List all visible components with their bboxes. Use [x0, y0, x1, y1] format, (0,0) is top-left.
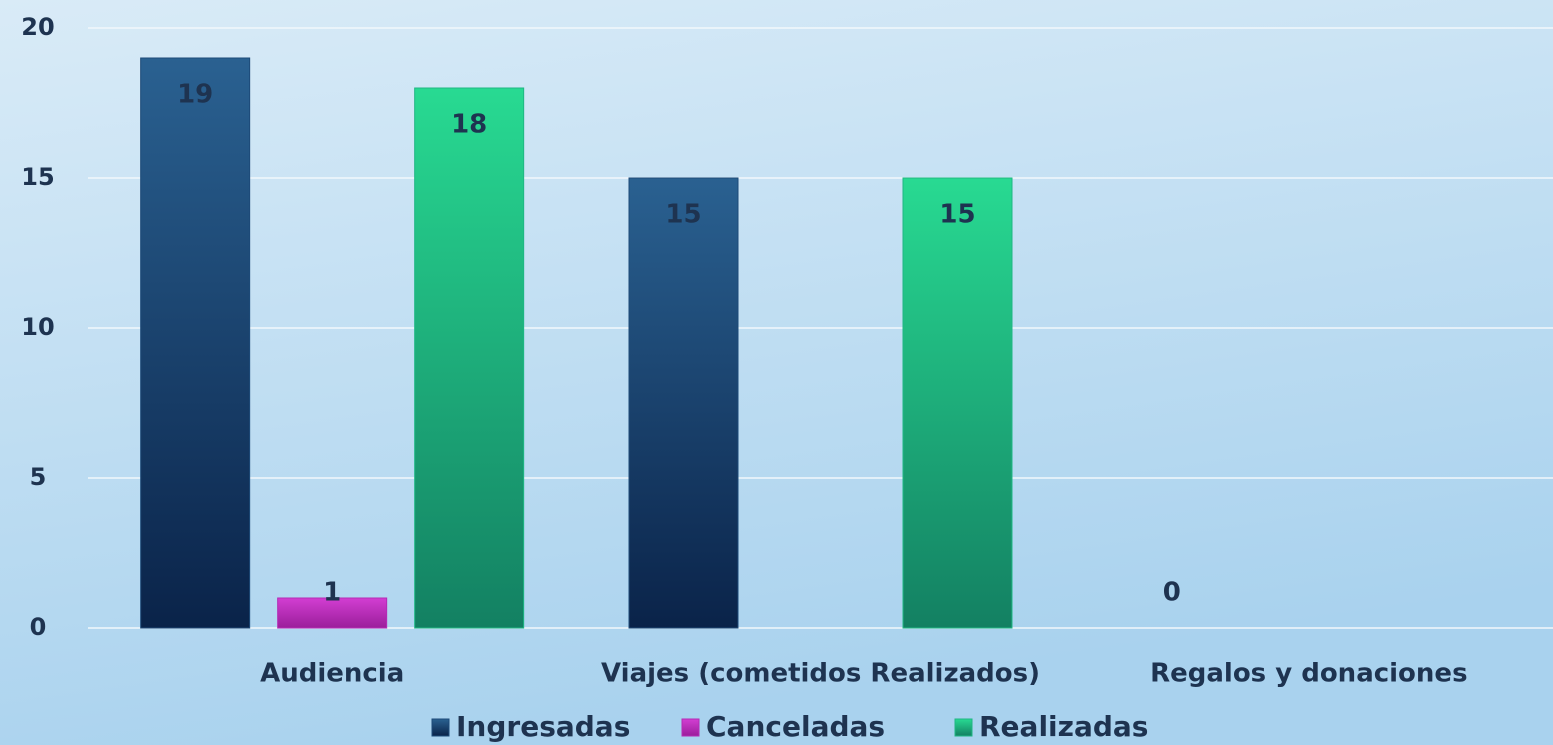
bar: [277, 597, 388, 629]
bar: [414, 87, 525, 629]
legend-label: Realizadas: [979, 710, 1148, 743]
data-label: 19: [177, 80, 213, 110]
y-tick-label: 15: [21, 163, 54, 191]
y-tick-label: 5: [30, 463, 47, 491]
y-tick-label: 0: [30, 613, 47, 641]
bar: [140, 57, 251, 629]
data-label: 15: [939, 200, 975, 230]
data-label: 0: [1163, 578, 1181, 608]
x-tick-label: Viajes (cometidos Realizados): [601, 659, 1040, 689]
y-tick-label: 10: [21, 313, 54, 341]
bar: [628, 177, 739, 629]
y-tick-label: 20: [21, 13, 54, 41]
legend-swatch: [954, 718, 973, 737]
data-label: 15: [665, 200, 701, 230]
data-label: 18: [451, 110, 487, 140]
data-label: 1: [323, 578, 341, 608]
legend-swatch: [431, 718, 450, 737]
bar: [902, 177, 1013, 629]
legend-swatch: [681, 718, 700, 737]
x-tick-label: Audiencia: [260, 659, 404, 689]
legend-label: Canceladas: [706, 710, 885, 743]
x-tick-label: Regalos y donaciones: [1150, 659, 1467, 689]
legend-label: Ingresadas: [456, 710, 630, 743]
